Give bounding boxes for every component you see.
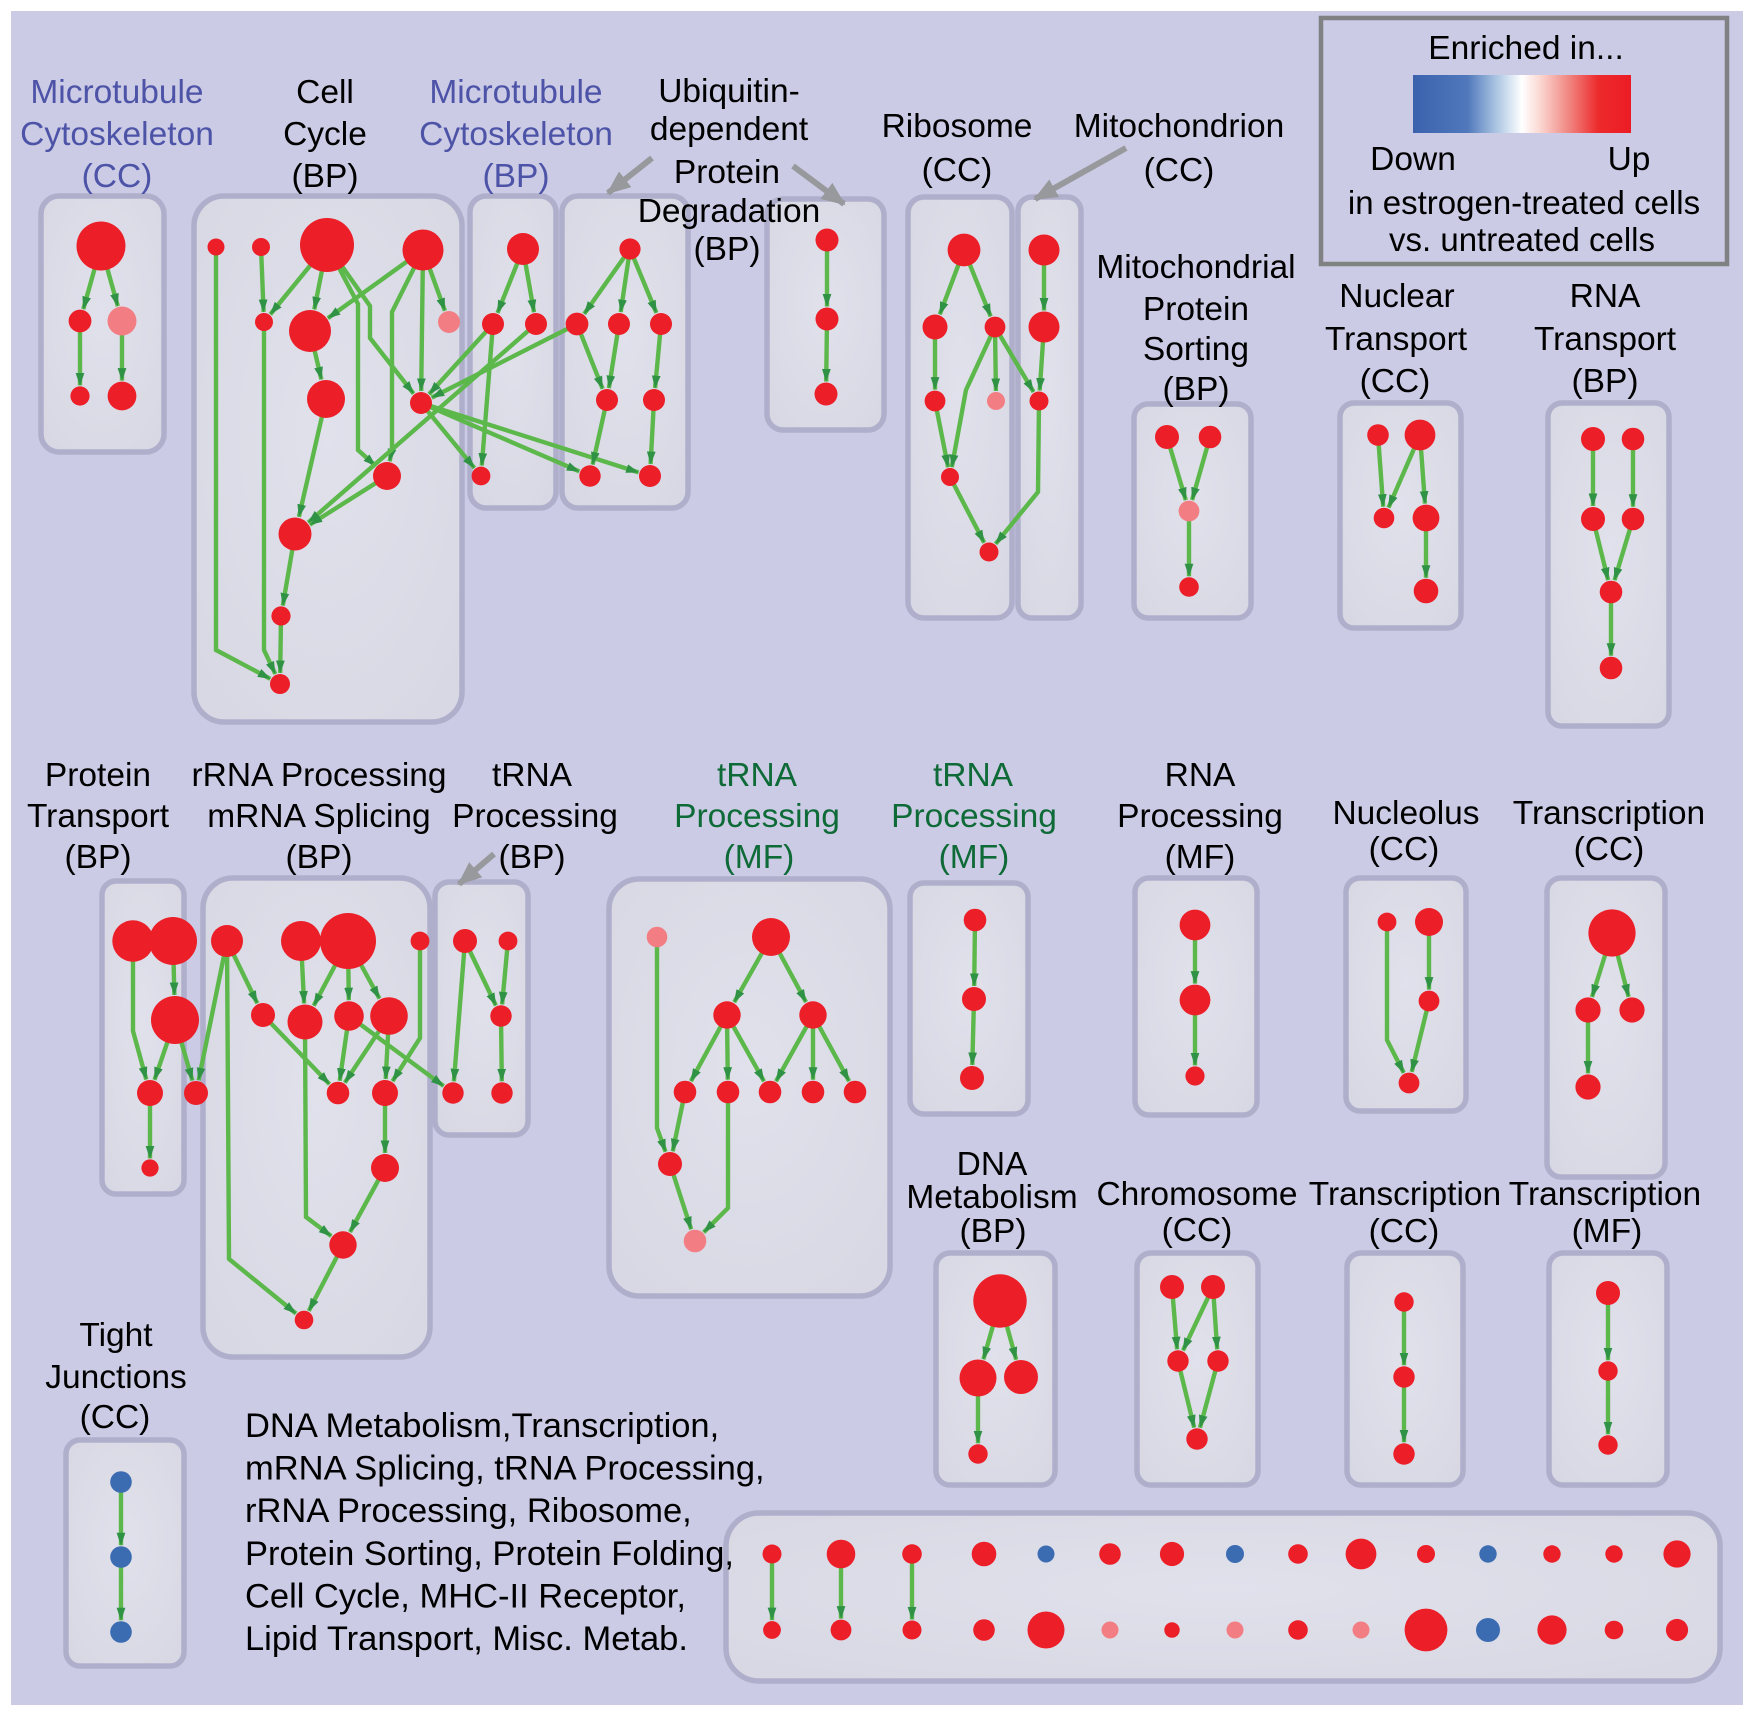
svg-text:(CC): (CC)	[80, 1399, 151, 1436]
svg-text:Ribosome: Ribosome	[882, 108, 1033, 145]
svg-text:Metabolism: Metabolism	[906, 1179, 1077, 1216]
svg-text:Transcription: Transcription	[1309, 1176, 1501, 1213]
svg-text:Up: Up	[1608, 141, 1651, 178]
svg-text:Mitochondrial: Mitochondrial	[1096, 249, 1295, 286]
svg-text:(BP): (BP)	[1572, 363, 1639, 400]
svg-text:Microtubule: Microtubule	[30, 74, 203, 111]
svg-text:(BP): (BP)	[286, 839, 353, 876]
svg-text:in estrogen-treated cells: in estrogen-treated cells	[1348, 184, 1700, 221]
svg-text:Cytoskeleton: Cytoskeleton	[20, 116, 214, 153]
svg-text:tRNA: tRNA	[933, 757, 1014, 794]
svg-text:Transcription: Transcription	[1513, 795, 1705, 832]
svg-text:tRNA: tRNA	[717, 757, 798, 794]
svg-text:Junctions: Junctions	[45, 1359, 187, 1396]
svg-text:dependent: dependent	[650, 111, 809, 148]
svg-text:Cycle: Cycle	[283, 116, 367, 153]
svg-text:(CC): (CC)	[1574, 831, 1645, 868]
svg-text:Nuclear: Nuclear	[1339, 278, 1454, 315]
svg-text:(BP): (BP)	[960, 1213, 1027, 1250]
svg-text:Cell Cycle, MHC-II Receptor,: Cell Cycle, MHC-II Receptor,	[245, 1577, 686, 1615]
svg-text:Protein: Protein	[674, 154, 780, 191]
svg-text:Chromosome: Chromosome	[1096, 1176, 1297, 1213]
svg-text:(MF): (MF)	[1165, 839, 1236, 876]
svg-text:Processing: Processing	[1117, 798, 1283, 835]
svg-text:Down: Down	[1370, 141, 1456, 178]
svg-text:rRNA Processing: rRNA Processing	[191, 757, 446, 794]
svg-text:mRNA Splicing: mRNA Splicing	[207, 798, 430, 835]
svg-text:Processing: Processing	[452, 798, 618, 835]
svg-text:(BP): (BP)	[65, 839, 132, 876]
svg-text:Nucleolus: Nucleolus	[1332, 795, 1479, 832]
svg-text:Degradation: Degradation	[638, 193, 821, 230]
svg-text:(BP): (BP)	[694, 231, 761, 268]
svg-text:Protein Sorting, Protein Foldi: Protein Sorting, Protein Folding,	[245, 1535, 734, 1573]
svg-text:(BP): (BP)	[1163, 371, 1230, 408]
svg-text:Processing: Processing	[891, 798, 1057, 835]
svg-text:mRNA Splicing, tRNA Processing: mRNA Splicing, tRNA Processing,	[245, 1450, 765, 1488]
svg-text:Mitochondrion: Mitochondrion	[1074, 108, 1284, 145]
svg-text:(BP): (BP)	[292, 158, 359, 195]
svg-text:Transport: Transport	[1534, 321, 1677, 358]
svg-text:RNA: RNA	[1570, 278, 1641, 315]
svg-text:Cell: Cell	[296, 74, 354, 111]
svg-text:rRNA Processing, Ribosome,: rRNA Processing, Ribosome,	[245, 1492, 692, 1530]
svg-text:(CC): (CC)	[1369, 831, 1440, 868]
svg-text:Protein: Protein	[1143, 291, 1249, 328]
svg-text:(BP): (BP)	[483, 158, 550, 195]
svg-text:(CC): (CC)	[922, 152, 993, 189]
svg-text:(MF): (MF)	[939, 839, 1010, 876]
svg-text:Microtubule: Microtubule	[429, 74, 602, 111]
svg-text:Protein: Protein	[45, 757, 151, 794]
svg-text:Transcription: Transcription	[1509, 1176, 1701, 1213]
svg-text:RNA: RNA	[1165, 757, 1236, 794]
svg-text:Transport: Transport	[27, 798, 170, 835]
svg-text:DNA: DNA	[957, 1146, 1028, 1183]
svg-text:Cytoskeleton: Cytoskeleton	[419, 116, 613, 153]
svg-text:Processing: Processing	[674, 798, 840, 835]
svg-text:DNA Metabolism,Transcription,: DNA Metabolism,Transcription,	[245, 1407, 719, 1445]
svg-text:vs. untreated cells: vs. untreated cells	[1389, 221, 1655, 258]
svg-text:Sorting: Sorting	[1143, 331, 1249, 368]
svg-text:(CC): (CC)	[1360, 363, 1431, 400]
svg-text:Ubiquitin-: Ubiquitin-	[658, 73, 800, 110]
svg-text:Transport: Transport	[1325, 321, 1468, 358]
svg-text:(CC): (CC)	[1369, 1213, 1440, 1250]
svg-text:Tight: Tight	[79, 1317, 153, 1354]
svg-text:(BP): (BP)	[499, 839, 566, 876]
svg-text:Enriched in...: Enriched in...	[1428, 30, 1624, 67]
svg-text:Lipid Transport, Misc. Metab.: Lipid Transport, Misc. Metab.	[245, 1620, 688, 1658]
svg-text:(MF): (MF)	[1572, 1213, 1643, 1250]
svg-text:(CC): (CC)	[82, 158, 153, 195]
svg-text:(CC): (CC)	[1162, 1212, 1233, 1249]
svg-text:tRNA: tRNA	[492, 757, 573, 794]
svg-text:(CC): (CC)	[1144, 152, 1215, 189]
svg-text:(MF): (MF)	[724, 839, 795, 876]
